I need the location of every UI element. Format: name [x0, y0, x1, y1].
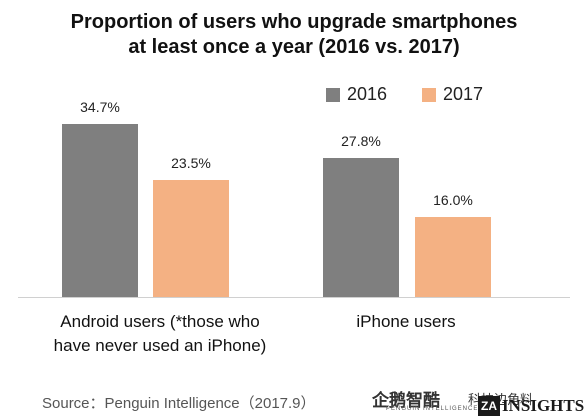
insights-logo: ZA INSIGHTS [478, 396, 584, 416]
data-label-android-2016: 34.7% [80, 98, 120, 115]
legend-label-2017: 2017 [443, 84, 484, 104]
data-label-android-2017: 23.5% [171, 154, 211, 171]
insights-logo-text: INSIGHTS [502, 396, 585, 415]
penguin-logo-subtext: PENGUIN INTELLIGENCE [386, 406, 479, 412]
chart-title-line-2: at least once a year (2016 vs. 2017) [128, 36, 460, 58]
chart-title-line-1: Proportion of users who upgrade smartpho… [70, 11, 518, 33]
chart-title: Proportion of users who upgrade smartpho… [0, 10, 588, 60]
bar-iphone-2017 [415, 217, 491, 297]
penguin-intelligence-logo: 企鹅智酷 PENGUIN INTELLIGENCE [372, 386, 477, 412]
data-label-iphone-2016: 27.8% [341, 133, 381, 149]
category-label-iphone-line-1: iPhone users [356, 312, 456, 331]
legend-swatch-2017 [422, 87, 436, 102]
bar-android-2016 [62, 123, 138, 297]
bar-iphone-2016 [323, 158, 399, 297]
bar-android-2017 [153, 179, 229, 297]
legend-item-2017: 2017 [422, 84, 483, 105]
category-label-android-line-1: Android users (*those who [60, 312, 260, 331]
legend-label-2016: 2016 [347, 84, 388, 104]
insights-logo-mark: ZA [478, 396, 500, 416]
source-note: Source：Penguin Intelligence（2017.9） [42, 395, 316, 412]
category-label-android-line-2: have never used an iPhone) [53, 336, 267, 355]
x-axis-line [18, 297, 570, 298]
legend-item-2016: 2016 [326, 84, 387, 105]
penguin-logo-text: 企鹅智酷 [372, 391, 440, 410]
category-label-iphone: iPhone users [306, 310, 506, 334]
category-label-android: Android users (*those who have never use… [40, 310, 280, 358]
legend-swatch-2016 [326, 87, 340, 102]
data-label-iphone-2017: 16.0% [433, 192, 473, 208]
